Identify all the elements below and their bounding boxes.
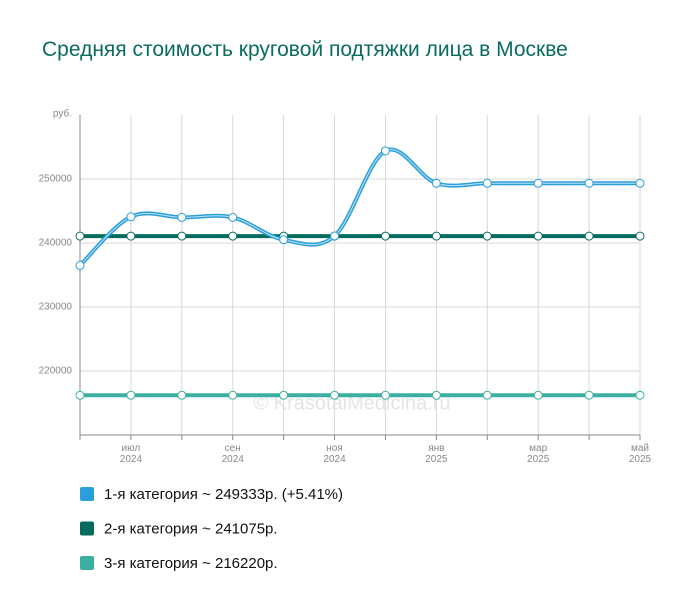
x-tick-label: мар 2025 xyxy=(527,443,550,465)
legend-label: 1-я категория ~ 249333р. (+5.41%) xyxy=(104,486,343,503)
data-point xyxy=(533,390,543,400)
data-point xyxy=(584,178,594,188)
y-tick-label: 240000 xyxy=(39,238,73,249)
data-point xyxy=(584,231,594,241)
data-point xyxy=(279,235,289,245)
y-tick-label: руб. xyxy=(53,108,72,120)
data-point xyxy=(584,390,594,400)
data-point xyxy=(482,390,492,400)
data-point xyxy=(177,212,187,222)
data-point xyxy=(482,231,492,241)
series-line-highlight xyxy=(79,148,640,266)
data-point xyxy=(431,178,441,188)
data-point xyxy=(228,212,238,222)
x-tick-label: янв 2025 xyxy=(425,443,448,465)
legend-label: 2-я категория ~ 241075р. xyxy=(104,520,278,537)
series-line xyxy=(78,147,640,267)
data-point xyxy=(533,231,543,241)
data-point xyxy=(635,178,645,188)
data-point xyxy=(177,231,187,241)
data-point xyxy=(380,146,390,156)
data-point xyxy=(75,231,85,241)
data-point xyxy=(380,390,390,400)
chart-title: Средняя стоимость круговой подтяжки лица… xyxy=(42,38,568,61)
data-point xyxy=(330,390,340,400)
legend-label: 3-я категория ~ 216220р. xyxy=(104,555,278,572)
data-point xyxy=(279,390,289,400)
data-point xyxy=(533,178,543,188)
data-point xyxy=(431,390,441,400)
x-tick-label: июл 2024 xyxy=(119,443,143,465)
data-point xyxy=(228,390,238,400)
legend-swatch xyxy=(80,487,94,501)
data-point xyxy=(482,178,492,188)
data-point xyxy=(126,390,136,400)
legend-swatch xyxy=(80,521,94,536)
data-point xyxy=(228,231,238,241)
data-point xyxy=(126,231,136,241)
y-tick-label: 220000 xyxy=(39,366,73,377)
data-point xyxy=(75,390,85,400)
legend-swatch xyxy=(80,556,94,570)
watermark: © KrasotaiMedicina.ru xyxy=(253,392,450,414)
data-point xyxy=(431,231,441,241)
data-point xyxy=(177,390,187,400)
y-tick-label: 250000 xyxy=(39,174,73,185)
data-point xyxy=(635,390,645,400)
x-tick-label: ноя 2024 xyxy=(323,443,346,465)
data-point xyxy=(126,212,136,222)
x-tick-label: май 2025 xyxy=(628,443,652,465)
data-point xyxy=(380,231,390,241)
x-tick-label: сен 2024 xyxy=(221,443,244,465)
data-point xyxy=(330,231,340,241)
data-point xyxy=(75,260,85,270)
y-tick-label: 230000 xyxy=(39,302,73,313)
data-point xyxy=(635,231,645,241)
